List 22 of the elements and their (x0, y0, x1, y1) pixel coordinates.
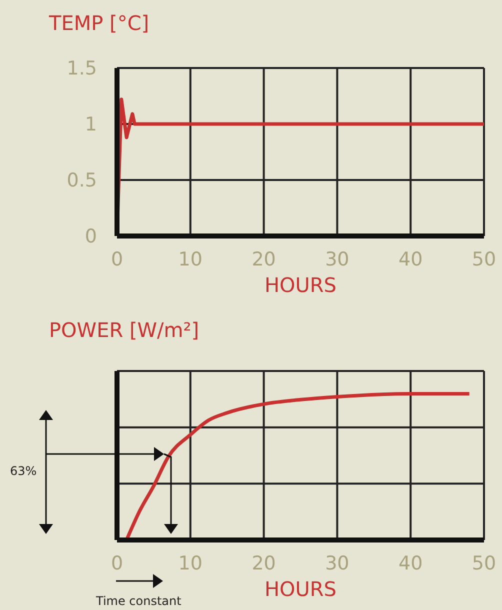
x-tick-label: 50 (472, 248, 496, 270)
x-tick-label: 20 (252, 552, 276, 574)
x-tick-label: 20 (252, 248, 276, 270)
x-axis-title: HOURS (264, 577, 337, 601)
y-tick-label: 1 (84, 114, 97, 136)
x-tick-label: 30 (325, 552, 350, 574)
x-tick-label: 10 (178, 248, 202, 270)
x-tick-label: 30 (325, 248, 350, 270)
y-tick-label: 0.5 (66, 170, 97, 192)
chart-title: TEMP [°C] (49, 11, 150, 35)
y-tick-label: 1.5 (66, 58, 97, 80)
x-tick-label: 10 (178, 552, 202, 574)
x-axis-title: HOURS (264, 273, 337, 297)
chart-title: POWER [W/m²] (49, 318, 200, 342)
x-tick-label: 0 (110, 248, 124, 270)
x-tick-label: 0 (110, 552, 124, 574)
text: Time constant (96, 594, 182, 608)
x-tick-label: 40 (398, 552, 423, 574)
y-tick-label: 0 (84, 226, 97, 248)
x-tick-label: 40 (398, 248, 423, 270)
x-tick-label: 50 (472, 552, 496, 574)
text: 63% (10, 464, 37, 478)
